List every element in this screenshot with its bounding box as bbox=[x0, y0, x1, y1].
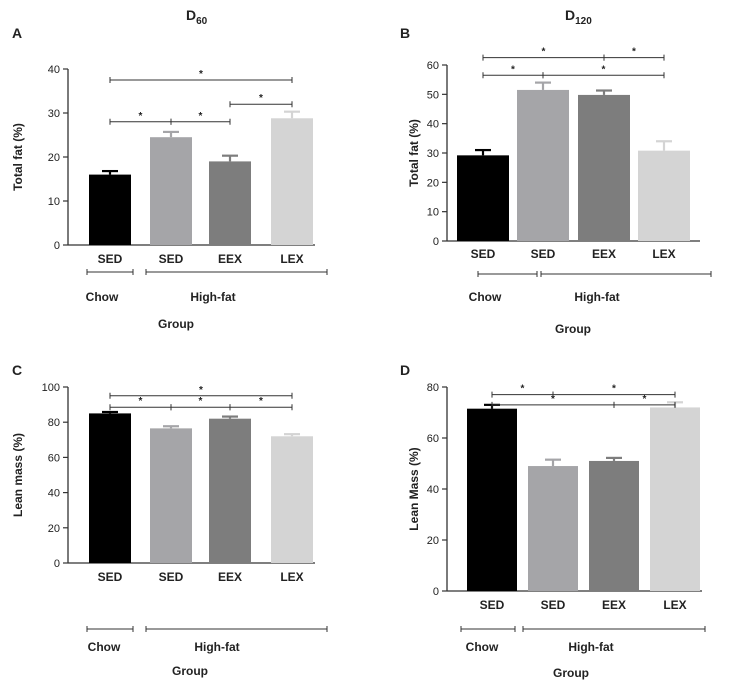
y-tick-label: 60 bbox=[427, 60, 439, 72]
panel-title: D60 bbox=[186, 7, 208, 27]
bar bbox=[150, 428, 192, 563]
category-label: SED bbox=[98, 252, 123, 266]
y-axis-label: Lean mass (%) bbox=[11, 433, 25, 517]
y-tick-label: 0 bbox=[54, 240, 60, 252]
group-label: Chow bbox=[466, 640, 499, 654]
y-axis-label: Total fat (%) bbox=[11, 123, 25, 191]
panel-a: A D60 0 10 20 30 40 Total fat (%) SED SED EEX LEX * *… bbox=[11, 7, 328, 331]
y-axis-label: Lean Mass (%) bbox=[407, 447, 421, 530]
y-tick-label: 30 bbox=[48, 108, 60, 120]
x-axis-label: Group bbox=[555, 322, 591, 336]
category-label: EEX bbox=[218, 570, 242, 584]
bar bbox=[638, 150, 690, 241]
y-tick-label: 10 bbox=[427, 207, 439, 219]
category-label: SED bbox=[541, 598, 566, 612]
y-tick-label: 20 bbox=[427, 535, 439, 547]
y-tick-label: 80 bbox=[427, 382, 439, 394]
y-tick-label: 60 bbox=[48, 452, 60, 464]
y-tick-label: 60 bbox=[427, 433, 439, 445]
y-tick-label: 80 bbox=[48, 417, 60, 429]
category-label: SED bbox=[531, 247, 556, 261]
y-tick-label: 20 bbox=[48, 152, 60, 164]
significance-star: * bbox=[612, 384, 616, 395]
category-label: SED bbox=[471, 247, 496, 261]
category-label: LEX bbox=[663, 598, 686, 612]
panel-d: D 0 20 40 60 80 Lean Mass (%) SED SED EEX LEX * * * * C… bbox=[400, 362, 706, 680]
significance-star: * bbox=[199, 111, 203, 122]
bar bbox=[467, 408, 517, 591]
bar bbox=[650, 407, 700, 591]
category-label: EEX bbox=[218, 252, 242, 266]
panel-b: B D120 0 10 20 30 40 50 60 Total fat (%) SED SED EEX… bbox=[400, 7, 712, 336]
panel-letter: D bbox=[400, 362, 410, 378]
significance-star: * bbox=[521, 384, 525, 395]
significance-star: * bbox=[139, 111, 143, 122]
group-label: High-fat bbox=[190, 290, 235, 304]
bar bbox=[578, 94, 630, 241]
significance-star: * bbox=[199, 396, 203, 407]
y-axis-label: Total fat (%) bbox=[407, 119, 421, 187]
group-label: High-fat bbox=[568, 640, 613, 654]
group-label: Chow bbox=[88, 640, 121, 654]
significance-star: * bbox=[259, 93, 263, 104]
y-tick-label: 40 bbox=[48, 488, 60, 500]
bar bbox=[271, 118, 313, 245]
y-tick-label: 20 bbox=[48, 523, 60, 535]
panel-title: D120 bbox=[565, 7, 592, 27]
significance-star: * bbox=[542, 47, 546, 58]
category-label: LEX bbox=[280, 570, 303, 584]
category-label: LEX bbox=[280, 252, 303, 266]
significance-star: * bbox=[632, 47, 636, 58]
significance-star: * bbox=[259, 396, 263, 407]
significance-star: * bbox=[643, 394, 647, 405]
y-tick-label: 40 bbox=[427, 119, 439, 131]
significance-star: * bbox=[602, 64, 606, 75]
category-label: SED bbox=[159, 252, 184, 266]
bar bbox=[528, 466, 578, 591]
group-label: Chow bbox=[469, 290, 502, 304]
y-tick-label: 0 bbox=[54, 558, 60, 570]
x-axis-label: Group bbox=[172, 664, 208, 678]
panel-letter: B bbox=[400, 25, 410, 41]
y-tick-label: 20 bbox=[427, 177, 439, 189]
bar bbox=[457, 155, 509, 241]
category-label: EEX bbox=[592, 247, 616, 261]
y-tick-label: 50 bbox=[427, 89, 439, 101]
bar bbox=[209, 418, 251, 563]
bar bbox=[150, 137, 192, 245]
bar bbox=[517, 89, 569, 241]
panel-letter: C bbox=[12, 362, 22, 378]
bar bbox=[89, 413, 131, 563]
y-tick-label: 40 bbox=[427, 484, 439, 496]
y-tick-label: 40 bbox=[48, 64, 60, 76]
x-axis-label: Group bbox=[158, 317, 194, 331]
y-tick-label: 100 bbox=[42, 382, 60, 394]
significance-star: * bbox=[511, 64, 515, 75]
y-tick-label: 10 bbox=[48, 196, 60, 208]
group-label: High-fat bbox=[194, 640, 239, 654]
category-label: SED bbox=[480, 598, 505, 612]
significance-star: * bbox=[139, 396, 143, 407]
group-label: Chow bbox=[86, 290, 119, 304]
bar bbox=[589, 460, 639, 591]
significance-star: * bbox=[551, 394, 555, 405]
panel-letter: A bbox=[12, 25, 22, 41]
group-label: High-fat bbox=[574, 290, 619, 304]
significance-star: * bbox=[199, 69, 203, 80]
category-label: SED bbox=[159, 570, 184, 584]
x-axis-label: Group bbox=[553, 666, 589, 680]
category-label: EEX bbox=[602, 598, 626, 612]
significance-star: * bbox=[199, 385, 203, 396]
category-label: SED bbox=[98, 570, 123, 584]
category-label: LEX bbox=[652, 247, 675, 261]
y-tick-label: 30 bbox=[427, 148, 439, 160]
bar bbox=[89, 174, 131, 245]
y-tick-label: 0 bbox=[433, 586, 439, 598]
bar bbox=[209, 161, 251, 245]
y-tick-label: 0 bbox=[433, 236, 439, 248]
bar bbox=[271, 436, 313, 563]
